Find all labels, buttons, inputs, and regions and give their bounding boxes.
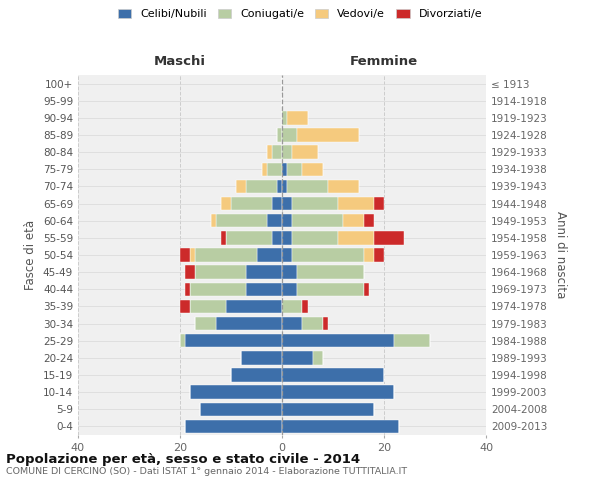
Text: Maschi: Maschi [154, 55, 206, 68]
Bar [364, 248, 374, 262]
Bar [338, 231, 374, 244]
Bar [185, 334, 282, 347]
Bar [282, 266, 298, 279]
Bar [292, 197, 338, 210]
Bar [282, 111, 287, 124]
Bar [190, 282, 247, 296]
Bar [267, 162, 282, 176]
Bar [282, 402, 374, 416]
Bar [282, 351, 313, 364]
Bar [200, 402, 282, 416]
Bar [323, 317, 328, 330]
Bar [185, 420, 282, 433]
Bar [343, 214, 364, 228]
Bar [282, 231, 292, 244]
Text: Femmine: Femmine [350, 55, 418, 68]
Bar [364, 282, 369, 296]
Bar [226, 300, 282, 313]
Bar [180, 300, 190, 313]
Bar [292, 214, 343, 228]
Bar [394, 334, 430, 347]
Bar [338, 197, 374, 210]
Text: Popolazione per età, sesso e stato civile - 2014: Popolazione per età, sesso e stato civil… [6, 452, 360, 466]
Legend: Celibi/Nubili, Coniugati/e, Vedovi/e, Divorziati/e: Celibi/Nubili, Coniugati/e, Vedovi/e, Di… [115, 6, 485, 22]
Bar [302, 317, 323, 330]
Bar [216, 214, 267, 228]
Bar [277, 128, 282, 141]
Bar [247, 282, 282, 296]
Bar [282, 162, 287, 176]
Bar [282, 420, 400, 433]
Bar [185, 282, 190, 296]
Bar [287, 162, 302, 176]
Bar [190, 300, 226, 313]
Bar [180, 334, 185, 347]
Bar [374, 197, 384, 210]
Bar [247, 266, 282, 279]
Bar [272, 197, 282, 210]
Bar [267, 214, 282, 228]
Bar [226, 231, 272, 244]
Bar [282, 180, 287, 193]
Bar [313, 351, 323, 364]
Bar [374, 231, 404, 244]
Bar [267, 146, 272, 159]
Bar [328, 180, 359, 193]
Bar [298, 282, 364, 296]
Bar [282, 386, 394, 399]
Bar [196, 317, 216, 330]
Bar [282, 128, 298, 141]
Bar [292, 248, 364, 262]
Text: COMUNE DI CERCINO (SO) - Dati ISTAT 1° gennaio 2014 - Elaborazione TUTTITALIA.IT: COMUNE DI CERCINO (SO) - Dati ISTAT 1° g… [6, 468, 407, 476]
Bar [216, 317, 282, 330]
Bar [282, 146, 292, 159]
Bar [292, 146, 318, 159]
Bar [298, 266, 364, 279]
Bar [257, 248, 282, 262]
Bar [287, 180, 328, 193]
Bar [180, 248, 190, 262]
Bar [298, 128, 359, 141]
Bar [272, 231, 282, 244]
Bar [247, 180, 277, 193]
Bar [282, 368, 384, 382]
Bar [236, 180, 247, 193]
Bar [262, 162, 267, 176]
Bar [231, 197, 272, 210]
Bar [185, 266, 196, 279]
Bar [282, 334, 394, 347]
Bar [196, 248, 257, 262]
Bar [302, 300, 308, 313]
Bar [374, 248, 384, 262]
Bar [282, 248, 292, 262]
Bar [190, 386, 282, 399]
Bar [282, 317, 302, 330]
Bar [282, 300, 302, 313]
Bar [221, 231, 226, 244]
Bar [221, 197, 231, 210]
Bar [287, 111, 308, 124]
Bar [196, 266, 247, 279]
Bar [282, 214, 292, 228]
Bar [241, 351, 282, 364]
Bar [211, 214, 216, 228]
Bar [272, 146, 282, 159]
Bar [292, 231, 338, 244]
Bar [282, 282, 298, 296]
Y-axis label: Fasce di età: Fasce di età [25, 220, 37, 290]
Bar [282, 197, 292, 210]
Bar [364, 214, 374, 228]
Bar [302, 162, 323, 176]
Bar [190, 248, 196, 262]
Bar [277, 180, 282, 193]
Bar [231, 368, 282, 382]
Y-axis label: Anni di nascita: Anni di nascita [554, 212, 567, 298]
